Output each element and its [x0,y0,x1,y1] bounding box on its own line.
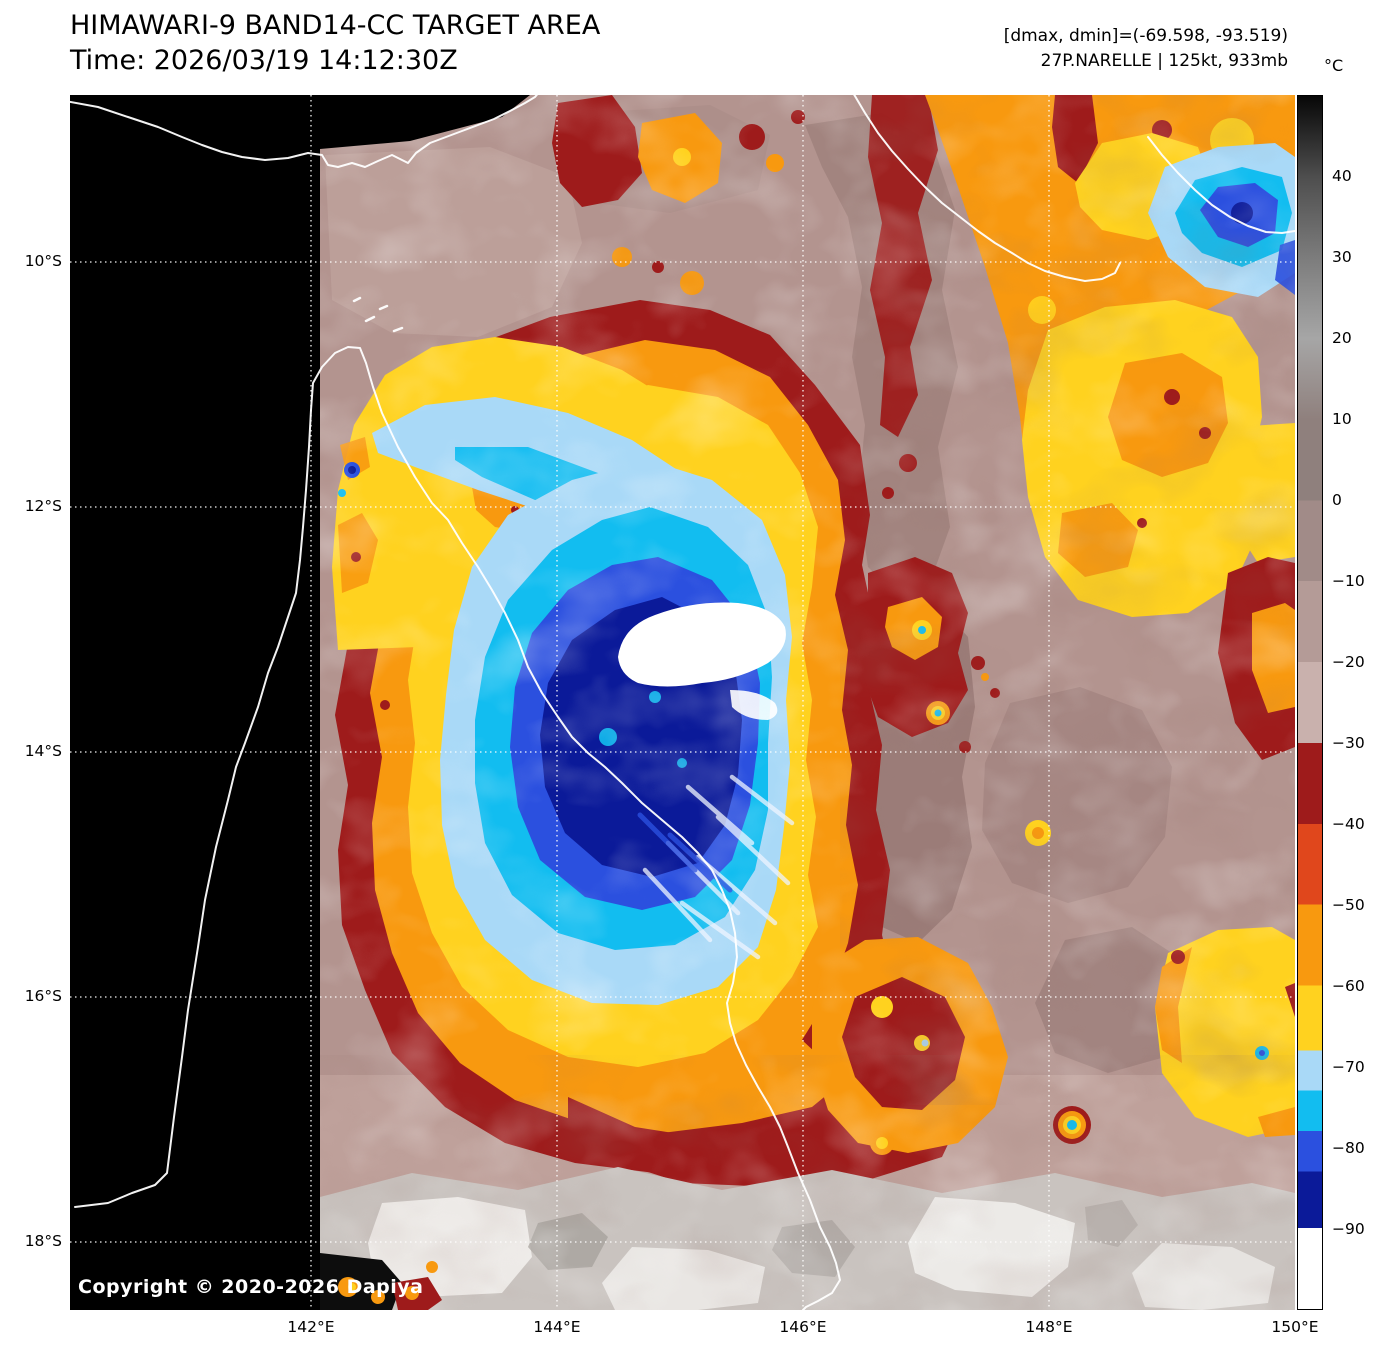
colorbar-tick-label: −60 [1332,977,1365,995]
colorbar-tick-label: −70 [1332,1058,1365,1076]
colorbar-tick-label: 10 [1332,410,1352,428]
colorbar-tick-label: −30 [1332,734,1365,752]
satellite-map [70,95,1295,1310]
lon-tick-label: 142°E [287,1318,335,1336]
storm-note: 27P.NARELLE | 125kt, 933mb [1040,50,1288,71]
colorbar-tick-label: −20 [1332,653,1365,671]
figure-annotations: [dmax, dmin]=(-69.598, -93.519) 27P.NAREL… [1004,24,1288,73]
colorbar-gradient [1297,95,1323,1310]
colorbar-tick-label: −80 [1332,1139,1365,1157]
coast-new-guinea-south [70,95,538,168]
graticule [70,95,1295,1310]
colorbar-tick-label: −90 [1332,1220,1365,1238]
colorbar-tick-label: 40 [1332,167,1352,185]
lon-tick-label: 150°E [1271,1318,1319,1336]
lat-tick-label: 14°S [24,742,62,760]
lat-tick-label: 10°S [24,252,62,270]
lat-tick-label: 18°S [24,1232,62,1250]
figure-title: HIMAWARI-9 BAND14-CC TARGET AREA [70,10,601,41]
lat-tick-label: 16°S [24,987,62,1005]
lon-tick-label: 146°E [779,1318,827,1336]
copyright-text: Copyright © 2020-2026 Dapiya [78,1276,424,1298]
coast-australia [74,346,841,1310]
colorbar-tick-label: −50 [1332,896,1365,914]
lat-tick-label: 12°S [24,497,62,515]
colorbar-tick-label: 20 [1332,329,1352,347]
range-note: [dmax, dmin]=(-69.598, -93.519) [1003,26,1288,46]
lon-tick-label: 148°E [1025,1318,1073,1336]
lon-tick-label: 144°E [533,1318,581,1336]
coast-new-guinea-east [853,95,1121,282]
coastlines [70,95,1295,1310]
imagery [320,95,1295,1310]
islands-torres-strait [352,296,404,333]
figure-header: HIMAWARI-9 BAND14-CC TARGET AREA Time: 20… [70,8,600,78]
colorbar-tick-label: 30 [1332,248,1352,266]
figure-time: Time: 2026/03/19 14:12:30Z [70,45,458,77]
coast-new-guinea-ne [1147,136,1295,234]
colorbar-tick-label: −10 [1332,572,1365,590]
colorbar-tick-label: 0 [1332,491,1342,509]
colorbar-unit-label: °C [1324,56,1344,75]
scan-edge-notch [320,95,530,149]
colorbar-tick-label: −40 [1332,815,1365,833]
